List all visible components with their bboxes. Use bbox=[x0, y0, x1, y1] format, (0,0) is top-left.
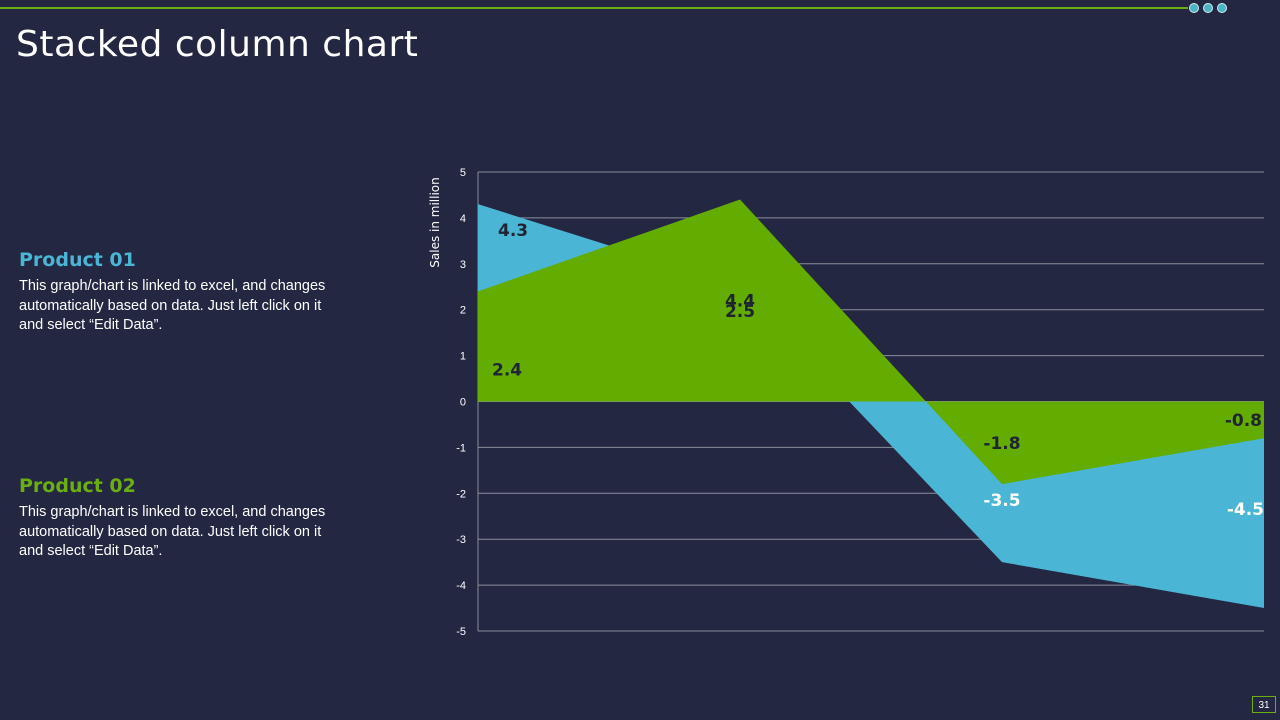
data-label: -3.5 bbox=[983, 491, 1020, 511]
y-tick-label: 3 bbox=[460, 259, 466, 271]
decorative-dots bbox=[1189, 3, 1227, 13]
y-tick-label: -4 bbox=[456, 580, 466, 592]
product-02-description: This graph/chart is linked to excel, and… bbox=[19, 504, 326, 559]
y-tick-label: 5 bbox=[460, 167, 466, 179]
y-tick-label: -1 bbox=[456, 442, 466, 454]
series-area-2[interactable] bbox=[478, 199, 1264, 485]
dot-icon bbox=[1217, 3, 1227, 13]
data-label: 2.5 bbox=[725, 302, 755, 322]
y-axis-title: Sales in million bbox=[428, 177, 442, 267]
data-label: -4.5 bbox=[1227, 500, 1264, 520]
dot-icon bbox=[1203, 3, 1213, 13]
data-label: 4.4 bbox=[725, 292, 755, 312]
y-tick-label: 1 bbox=[460, 351, 466, 363]
y-tick-label: -3 bbox=[456, 534, 466, 546]
slide-title: Stacked column chart bbox=[16, 24, 419, 65]
product-02-block: Product 02 This graph/chart is linked to… bbox=[19, 475, 339, 562]
product-01-heading: Product 01 bbox=[19, 249, 136, 271]
y-tick-label: 4 bbox=[460, 213, 466, 225]
y-tick-label: -5 bbox=[456, 626, 466, 638]
data-label: 4.3 bbox=[498, 221, 528, 241]
top-accent-line bbox=[0, 7, 1188, 9]
y-tick-label: -2 bbox=[456, 488, 466, 500]
y-tick-label: 2 bbox=[460, 305, 466, 317]
data-label: -0.8 bbox=[1225, 411, 1262, 431]
dot-icon bbox=[1189, 3, 1199, 13]
product-01-block: Product 01 This graph/chart is linked to… bbox=[19, 249, 339, 336]
y-tick-label: 0 bbox=[460, 397, 466, 409]
product-01-description: This graph/chart is linked to excel, and… bbox=[19, 278, 326, 333]
page-number: 31 bbox=[1252, 696, 1276, 713]
product-02-heading: Product 02 bbox=[19, 475, 136, 497]
data-label: 2.4 bbox=[492, 360, 522, 380]
data-label: -1.8 bbox=[983, 434, 1020, 454]
